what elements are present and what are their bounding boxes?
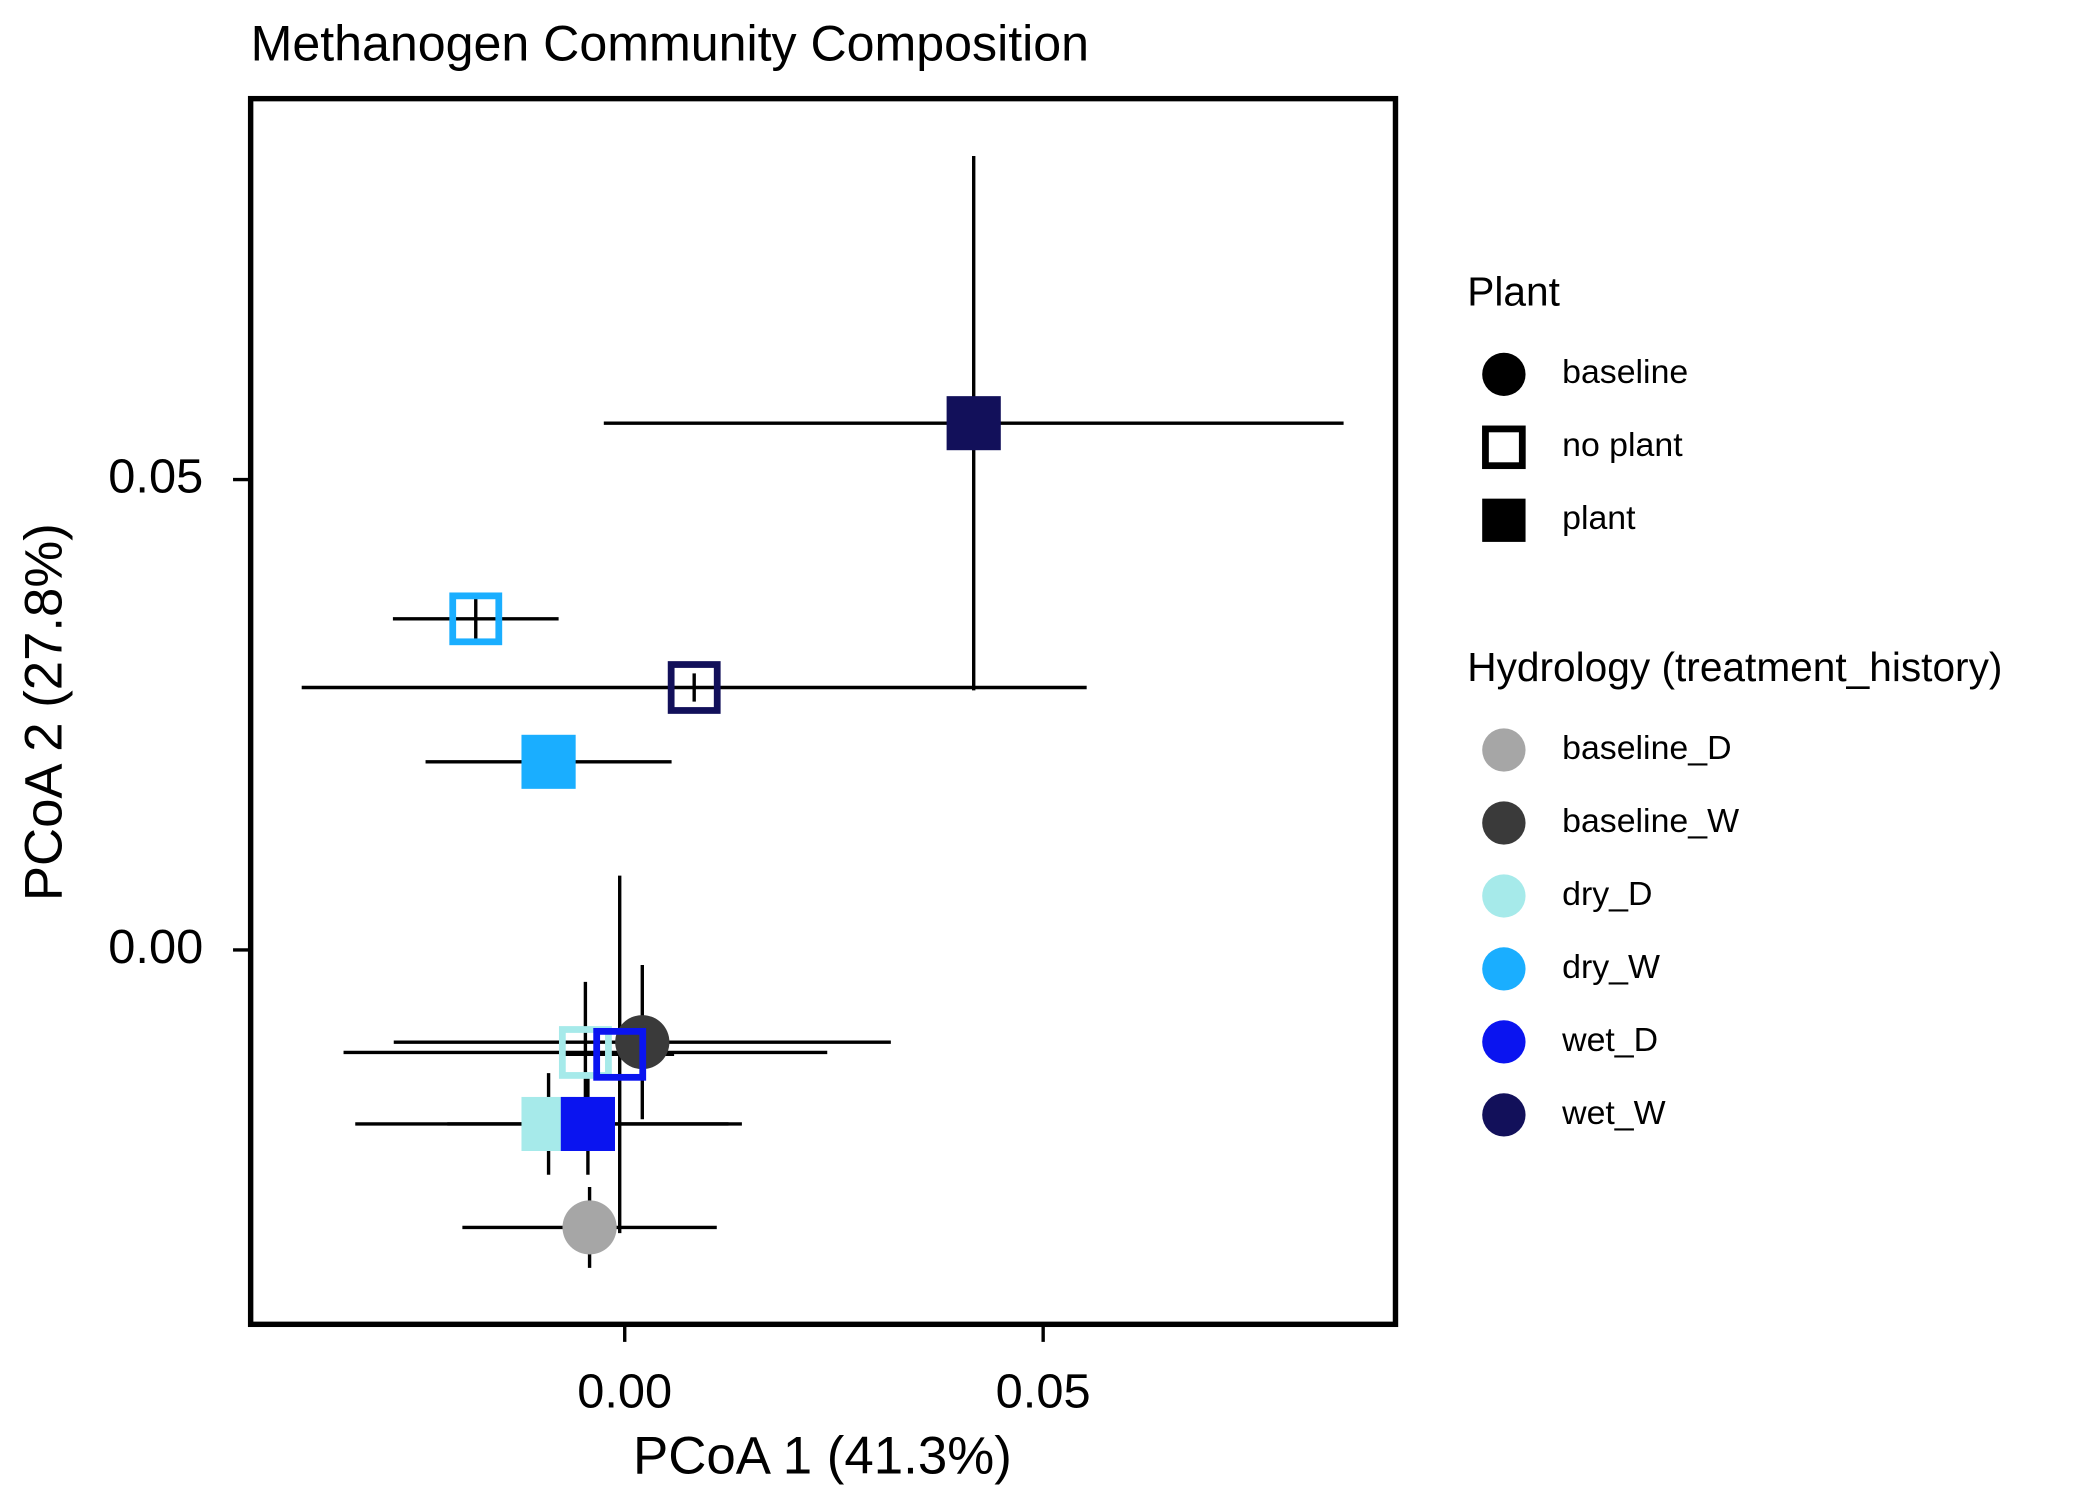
y-tick-label: 0.05 [108,450,203,504]
legend-label: dry_W [1562,948,1660,986]
legend-symbol [1482,352,1526,396]
point [946,396,1001,451]
point [667,661,721,714]
y-tick-label: 0.00 [108,920,203,974]
legend-label: plant [1562,499,1636,537]
legend-title: Plant [1467,268,1560,314]
point [449,592,503,646]
chart-title: Methanogen Community Composition [251,16,1089,72]
legend-symbol [1482,947,1526,991]
legend-label: baseline_W [1562,802,1739,840]
legend-label: baseline [1562,353,1688,391]
legend-symbol [1482,1093,1526,1137]
plot-frame [247,95,1399,1328]
legend-symbol [1482,498,1526,542]
point [558,1026,612,1079]
point [562,1200,617,1255]
legend-symbol [1482,728,1526,772]
point [560,1096,616,1151]
x-tick-label: 0.00 [577,1365,672,1419]
legend-label: no plant [1562,426,1683,464]
legend-label: dry_D [1562,875,1652,913]
legend-symbol [1482,874,1526,918]
legend-title: Hydrology (treatment_history) [1467,644,2002,690]
legend-symbol [1482,801,1526,845]
legend-label: wet_W [1561,1094,1666,1132]
legend-symbol [1482,425,1526,470]
legend-label: wet_D [1561,1021,1658,1059]
point [521,734,576,789]
x-tick-label: 0.05 [996,1365,1091,1419]
x-axis-label: PCoA 1 (41.3%) [633,1426,1012,1485]
point [593,1028,647,1081]
legend-label: baseline_D [1562,729,1731,767]
legend-symbol [1482,1020,1526,1064]
y-axis-label: PCoA 2 (27.8%) [14,523,73,901]
